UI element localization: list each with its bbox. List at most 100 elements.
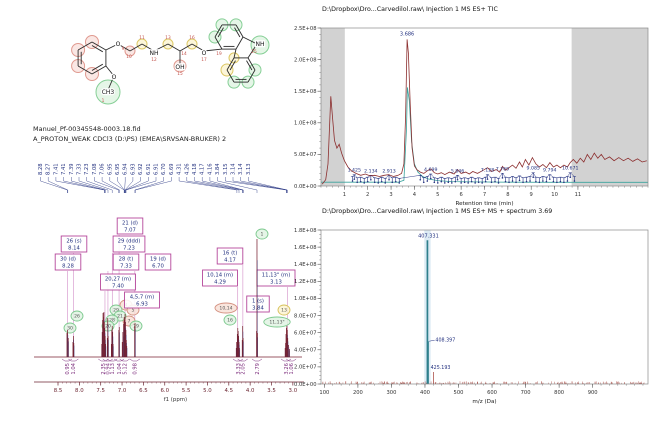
svg-text:26: 26 — [74, 314, 80, 320]
svg-text:9.794: 9.794 — [543, 168, 556, 174]
svg-text:29: 29 — [113, 308, 119, 314]
svg-text:7.08: 7.08 — [92, 163, 98, 175]
svg-text:13: 13 — [281, 308, 287, 314]
svg-text:O: O — [112, 74, 117, 81]
svg-text:1.0E+08: 1.0E+08 — [294, 296, 316, 302]
atom-labels: O NH OH O CH3 O NH — [101, 40, 266, 97]
excluded-region-shading — [321, 28, 648, 186]
svg-text:408.397: 408.397 — [435, 338, 455, 344]
svg-text:28: 28 — [109, 318, 115, 324]
svg-text:4.16: 4.16 — [207, 163, 213, 175]
svg-text:600: 600 — [487, 390, 497, 396]
svg-text:7: 7 — [128, 319, 131, 325]
svg-text:3: 3 — [389, 192, 392, 198]
tic-navy-trace — [350, 172, 577, 184]
svg-text:8.27: 8.27 — [46, 163, 52, 175]
svg-text:5: 5 — [436, 192, 439, 198]
svg-text:10: 10 — [126, 54, 132, 60]
svg-text:30 (d): 30 (d) — [60, 257, 76, 263]
svg-text:2.0E+08: 2.0E+08 — [294, 57, 316, 63]
integral-labels: 0.95 1.04 2.350.941.13 1.04 5.12 0.98 3.332.05… — [61, 358, 297, 375]
svg-text:11,13" (m): 11,13" (m) — [262, 273, 291, 279]
svg-text:5.0E+07: 5.0E+07 — [294, 152, 316, 158]
tic-teal-trace — [321, 87, 648, 183]
svg-text:O: O — [116, 41, 121, 48]
svg-text:6.91: 6.91 — [154, 163, 160, 175]
svg-text:30: 30 — [67, 326, 73, 332]
svg-text:20,27 (m): 20,27 (m) — [105, 277, 131, 283]
svg-text:OH: OH — [175, 64, 184, 71]
svg-text:6.95: 6.95 — [107, 163, 113, 175]
svg-text:6.69: 6.69 — [169, 163, 175, 175]
svg-text:2.134: 2.134 — [364, 168, 377, 174]
svg-text:7.5: 7.5 — [96, 388, 105, 394]
svg-text:8.5: 8.5 — [54, 388, 63, 394]
svg-text:1 (s): 1 (s) — [252, 299, 264, 305]
svg-text:10.671: 10.671 — [562, 166, 578, 172]
svg-text:8: 8 — [506, 192, 509, 198]
svg-text:21: 21 — [117, 314, 123, 320]
ms-spectrum[interactable]: 407.331 408.397 425.193 1.8E+08 1.6E+08 1.4E+… — [288, 216, 658, 422]
svg-text:400: 400 — [420, 390, 430, 396]
svg-text:4.0E+07: 4.0E+07 — [294, 348, 316, 354]
svg-text:4.0: 4.0 — [246, 388, 255, 394]
svg-text:6.93: 6.93 — [136, 302, 148, 308]
nmr-experiment-name: A_PROTON_WEAK CDCl3 (D:\PS) (EMEA\SRVSAN… — [33, 135, 227, 144]
svg-text:3.14: 3.14 — [238, 163, 244, 175]
svg-text:1: 1 — [343, 192, 346, 198]
svg-text:1.425: 1.425 — [348, 168, 361, 174]
svg-text:4.29: 4.29 — [214, 280, 226, 286]
svg-text:6.94: 6.94 — [123, 163, 129, 175]
svg-text:0.0E+00: 0.0E+00 — [294, 382, 316, 388]
svg-text:9.085: 9.085 — [526, 166, 539, 172]
svg-text:5.12: 5.12 — [122, 363, 128, 375]
svg-text:m/z (Da): m/z (Da) — [472, 399, 496, 405]
svg-text:1.8E+08: 1.8E+08 — [294, 228, 316, 234]
svg-text:0.0E+00: 0.0E+00 — [294, 184, 316, 190]
peak-hook-lines — [40, 177, 288, 193]
svg-text:5: 5 — [132, 308, 135, 314]
svg-text:6.92: 6.92 — [138, 163, 144, 175]
ms-peak-labels: 407.331 408.397 425.193 — [418, 233, 455, 371]
svg-text:10: 10 — [551, 192, 558, 198]
svg-text:29 (ddd): 29 (ddd) — [118, 239, 141, 245]
svg-text:19: 19 — [133, 324, 139, 330]
svg-text:1.0E+08: 1.0E+08 — [294, 121, 316, 127]
svg-text:8.0: 8.0 — [75, 388, 84, 394]
svg-text:100: 100 — [319, 390, 329, 396]
svg-text:7.769: 7.769 — [496, 166, 509, 172]
svg-text:3.13: 3.13 — [270, 280, 282, 286]
svg-text:7.07: 7.07 — [124, 228, 136, 234]
svg-text:21 (d): 21 (d) — [122, 221, 138, 227]
bond-lines — [77, 24, 258, 91]
svg-text:500: 500 — [454, 390, 464, 396]
svg-text:6: 6 — [459, 192, 462, 198]
svg-text:4.26: 4.26 — [184, 163, 190, 175]
tic-chromatogram[interactable]: 3.686 1.425 2.134 2.913 4.699 5.846 7.128 7.769… — [288, 12, 658, 210]
nmr-trace — [34, 239, 302, 358]
svg-text:2.5E+08: 2.5E+08 — [294, 26, 316, 32]
svg-text:16: 16 — [189, 35, 195, 41]
molecule-structure-carvedilol[interactable]: O NH OH O CH3 O NH 9 12 15 17 1 10 11 13 14 16 19 25 — [30, 4, 300, 122]
svg-text:25: 25 — [251, 49, 257, 55]
svg-text:7.23: 7.23 — [84, 163, 90, 175]
svg-text:1.04: 1.04 — [71, 362, 77, 374]
svg-text:1.4E+08: 1.4E+08 — [294, 262, 316, 268]
svg-text:200: 200 — [353, 390, 363, 396]
svg-text:8.0E+07: 8.0E+07 — [294, 313, 316, 319]
svg-text:1.13: 1.13 — [110, 363, 116, 375]
svg-text:26 (s): 26 (s) — [66, 239, 81, 245]
ms-noise-floor — [322, 381, 645, 384]
svg-text:10,14 (m): 10,14 (m) — [207, 273, 233, 279]
svg-text:4.699: 4.699 — [424, 167, 437, 173]
svg-text:14: 14 — [181, 51, 187, 57]
svg-text:1.04: 1.04 — [117, 362, 123, 374]
ms-peaks — [426, 240, 434, 384]
svg-text:13: 13 — [165, 35, 171, 41]
svg-text:407.331: 407.331 — [418, 233, 439, 239]
assignment-leader-lines — [67, 235, 288, 350]
svg-text:4: 4 — [413, 192, 417, 198]
